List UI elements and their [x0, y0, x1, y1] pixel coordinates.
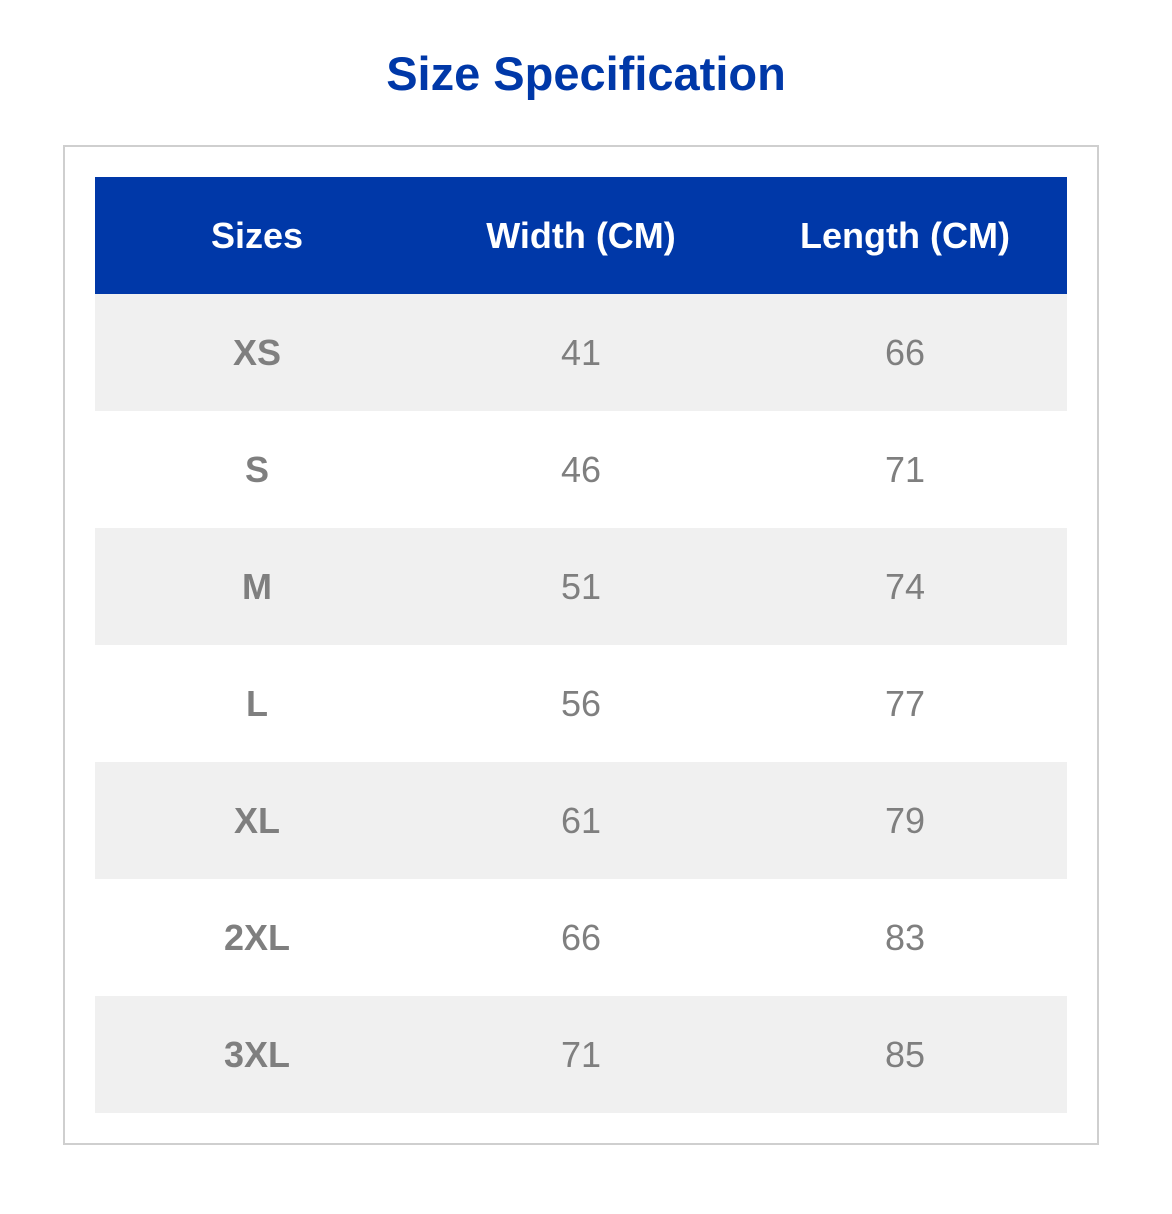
cell-size: S — [95, 411, 419, 528]
cell-length: 74 — [743, 528, 1067, 645]
cell-width: 61 — [419, 762, 743, 879]
table-row: S 46 71 — [95, 411, 1067, 528]
size-table-frame: Sizes Width (CM) Length (CM) XS 41 66 S 46 71… — [63, 145, 1099, 1145]
table-row: L 56 77 — [95, 645, 1067, 762]
cell-width: 66 — [419, 879, 743, 996]
header-sizes: Sizes — [95, 177, 419, 294]
cell-width: 71 — [419, 996, 743, 1113]
page-title: Size Specification — [386, 47, 786, 100]
cell-size: L — [95, 645, 419, 762]
table-row: XL 61 79 — [95, 762, 1067, 879]
size-table: Sizes Width (CM) Length (CM) XS 41 66 S 46 71… — [95, 177, 1067, 1113]
cell-length: 85 — [743, 996, 1067, 1113]
table-row: 3XL 71 85 — [95, 996, 1067, 1113]
table-row: M 51 74 — [95, 528, 1067, 645]
table-header-row: Sizes Width (CM) Length (CM) — [95, 177, 1067, 294]
cell-length: 77 — [743, 645, 1067, 762]
cell-width: 56 — [419, 645, 743, 762]
cell-size: M — [95, 528, 419, 645]
cell-width: 51 — [419, 528, 743, 645]
cell-size: XL — [95, 762, 419, 879]
cell-length: 71 — [743, 411, 1067, 528]
cell-size: XS — [95, 294, 419, 411]
cell-width: 46 — [419, 411, 743, 528]
cell-length: 66 — [743, 294, 1067, 411]
cell-length: 83 — [743, 879, 1067, 996]
header-width: Width (CM) — [419, 177, 743, 294]
table-row: XS 41 66 — [95, 294, 1067, 411]
header-length: Length (CM) — [743, 177, 1067, 294]
cell-size: 3XL — [95, 996, 419, 1113]
cell-length: 79 — [743, 762, 1067, 879]
cell-size: 2XL — [95, 879, 419, 996]
table-row: 2XL 66 83 — [95, 879, 1067, 996]
cell-width: 41 — [419, 294, 743, 411]
